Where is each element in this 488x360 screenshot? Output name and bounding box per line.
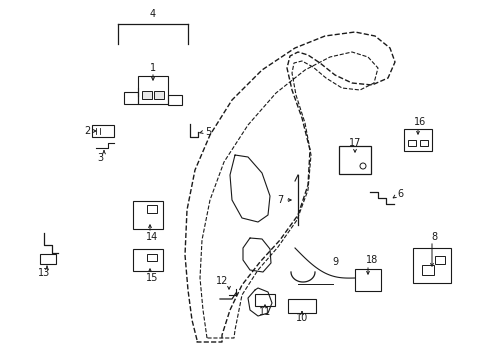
Bar xyxy=(403,129,431,151)
Bar xyxy=(254,294,274,306)
Text: 1: 1 xyxy=(150,63,156,73)
Bar xyxy=(147,253,157,261)
Text: 10: 10 xyxy=(295,313,307,323)
Bar xyxy=(40,254,56,264)
Bar xyxy=(133,201,163,229)
Text: 11: 11 xyxy=(258,307,270,317)
Bar xyxy=(124,92,138,104)
Bar xyxy=(338,146,370,174)
Text: 5: 5 xyxy=(204,127,211,137)
Text: 14: 14 xyxy=(145,232,158,242)
Text: 6: 6 xyxy=(396,189,402,199)
Text: 12: 12 xyxy=(215,276,228,286)
Bar xyxy=(138,76,168,104)
Bar xyxy=(407,140,415,146)
Text: 7: 7 xyxy=(276,195,283,205)
Text: 9: 9 xyxy=(331,257,337,267)
Bar xyxy=(287,299,315,313)
Text: 13: 13 xyxy=(38,268,50,278)
Text: 3: 3 xyxy=(97,153,103,163)
Bar xyxy=(147,205,157,213)
Bar xyxy=(434,256,444,264)
Bar xyxy=(421,265,433,275)
Text: 8: 8 xyxy=(430,232,436,242)
Bar xyxy=(168,95,182,105)
Bar xyxy=(154,91,163,99)
Bar xyxy=(412,248,450,283)
Text: 15: 15 xyxy=(145,273,158,283)
Bar xyxy=(419,140,427,146)
Text: 17: 17 xyxy=(348,138,361,148)
Bar xyxy=(133,249,163,271)
Bar xyxy=(142,91,152,99)
Text: 16: 16 xyxy=(413,117,425,127)
Text: 2: 2 xyxy=(84,126,90,136)
Bar xyxy=(92,125,114,137)
Text: 4: 4 xyxy=(150,9,156,19)
Text: 18: 18 xyxy=(365,255,377,265)
Bar xyxy=(354,269,380,291)
